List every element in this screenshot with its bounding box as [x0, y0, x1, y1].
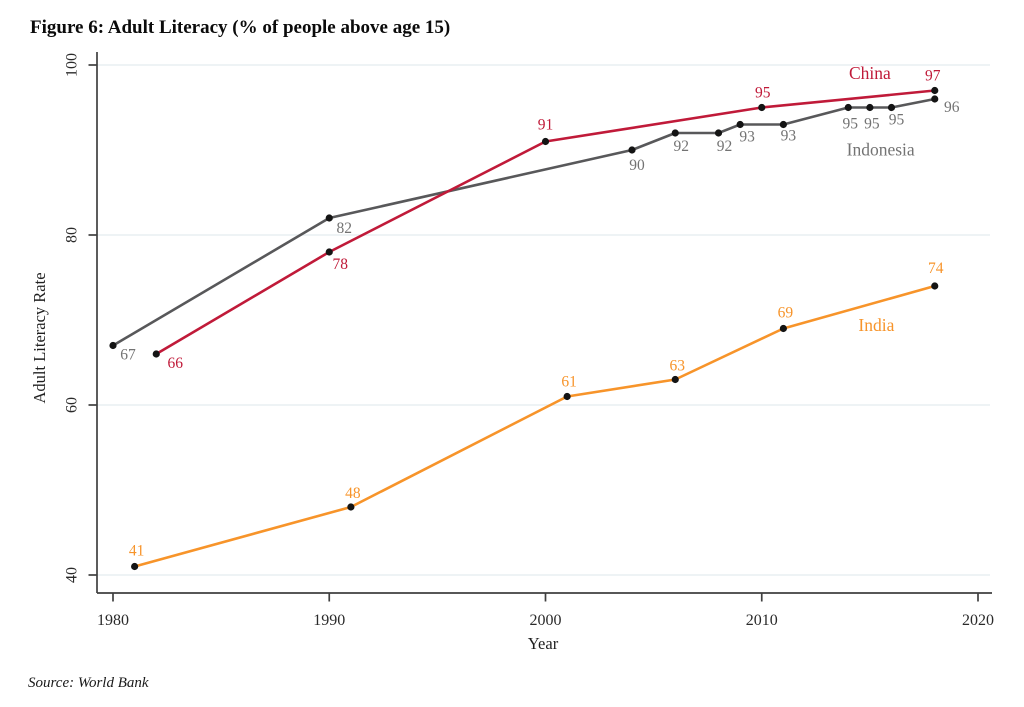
china-point-label-2010: 95	[755, 85, 771, 102]
x-axis-label: Year	[528, 634, 559, 653]
india-point-2018	[931, 282, 939, 290]
indonesia-point-label-2014: 95	[843, 116, 859, 133]
indonesia-point-label-1980: 67	[120, 347, 136, 364]
x-tick-label-2000: 2000	[530, 612, 562, 629]
y-axis-label: Adult Literacy Rate	[30, 272, 49, 403]
series-label-indonesia: Indonesia	[847, 140, 915, 160]
data-point-markers-group	[109, 86, 939, 571]
indonesia-point-label-2004: 90	[629, 157, 645, 174]
indonesia-point-label-2008: 92	[717, 138, 733, 155]
china-point-1990	[325, 248, 333, 256]
india-point-label-2006: 63	[670, 358, 686, 375]
china-point-label-1982: 66	[168, 355, 184, 372]
x-tick-label-1990: 1990	[313, 612, 345, 629]
series-label-india: India	[858, 315, 894, 335]
indonesia-point-label-1990: 82	[337, 220, 353, 237]
china-point-2010	[758, 103, 766, 112]
india-point-2001	[563, 392, 571, 401]
indonesia-point-label-2016: 95	[889, 112, 905, 129]
gridlines-group	[97, 64, 990, 576]
india-point-label-1981: 41	[129, 543, 145, 560]
x-tick-label-2020: 2020	[962, 612, 994, 629]
india-point-label-2011: 69	[778, 305, 794, 322]
china-point-2018	[931, 86, 939, 95]
indonesia-point-2004	[628, 146, 636, 154]
indonesia-point-label-2006: 92	[674, 138, 690, 155]
indonesia-point-label-2018: 96	[944, 99, 960, 116]
indonesia-point-label-2009: 93	[739, 129, 755, 146]
indonesia-point-1990	[325, 214, 333, 222]
y-tick-label-60: 60	[64, 397, 81, 413]
indonesia-point-2008	[714, 129, 723, 137]
indonesia-line	[111, 97, 937, 347]
india-point-label-1991: 48	[345, 485, 361, 502]
india-point-label-2001: 61	[561, 374, 577, 391]
figure-title: Figure 6: Adult Literacy (% of people ab…	[30, 17, 450, 38]
india-point-2011	[779, 324, 787, 333]
indonesia-point-2011	[779, 120, 787, 129]
china-point-label-1990: 78	[333, 256, 349, 273]
y-tick-label-80: 80	[64, 227, 81, 243]
y-tick-label-40: 40	[64, 567, 81, 583]
indonesia-point-2006	[671, 129, 679, 137]
indonesia-point-2016	[887, 103, 896, 112]
series-label-china: China	[849, 63, 891, 83]
indonesia-point-label-2015: 95	[864, 116, 880, 133]
data-point-labels-group: 67 82 90 92 92 93 93 95 95 95 96 Indonesia 66 78 91 95 9…	[120, 63, 960, 559]
axes-group: 40 60 80 100 1980 1990 2000 2010 2020	[64, 52, 994, 629]
china-point-2000	[541, 137, 550, 146]
india-point-2006	[671, 375, 679, 384]
indonesia-point-1980	[109, 341, 117, 350]
china-point-label-2000: 91	[538, 117, 554, 134]
indonesia-point-label-2011: 93	[781, 128, 797, 145]
china-point-1982	[152, 350, 160, 358]
india-line	[133, 284, 937, 568]
india-point-1991	[347, 503, 355, 511]
india-point-label-2018: 74	[928, 260, 944, 277]
source-note: Source: World Bank	[28, 675, 149, 691]
indonesia-point-2015	[866, 103, 874, 112]
y-tick-label-100: 100	[64, 53, 81, 77]
indonesia-point-2009	[736, 120, 744, 129]
x-tick-label-1980: 1980	[97, 612, 129, 629]
indonesia-point-2018	[931, 95, 939, 103]
indonesia-point-2014	[844, 103, 852, 112]
series-lines-group	[111, 89, 937, 568]
china-point-label-2018: 97	[925, 68, 941, 85]
india-point-1981	[131, 562, 139, 571]
x-tick-label-2010: 2010	[746, 612, 778, 629]
